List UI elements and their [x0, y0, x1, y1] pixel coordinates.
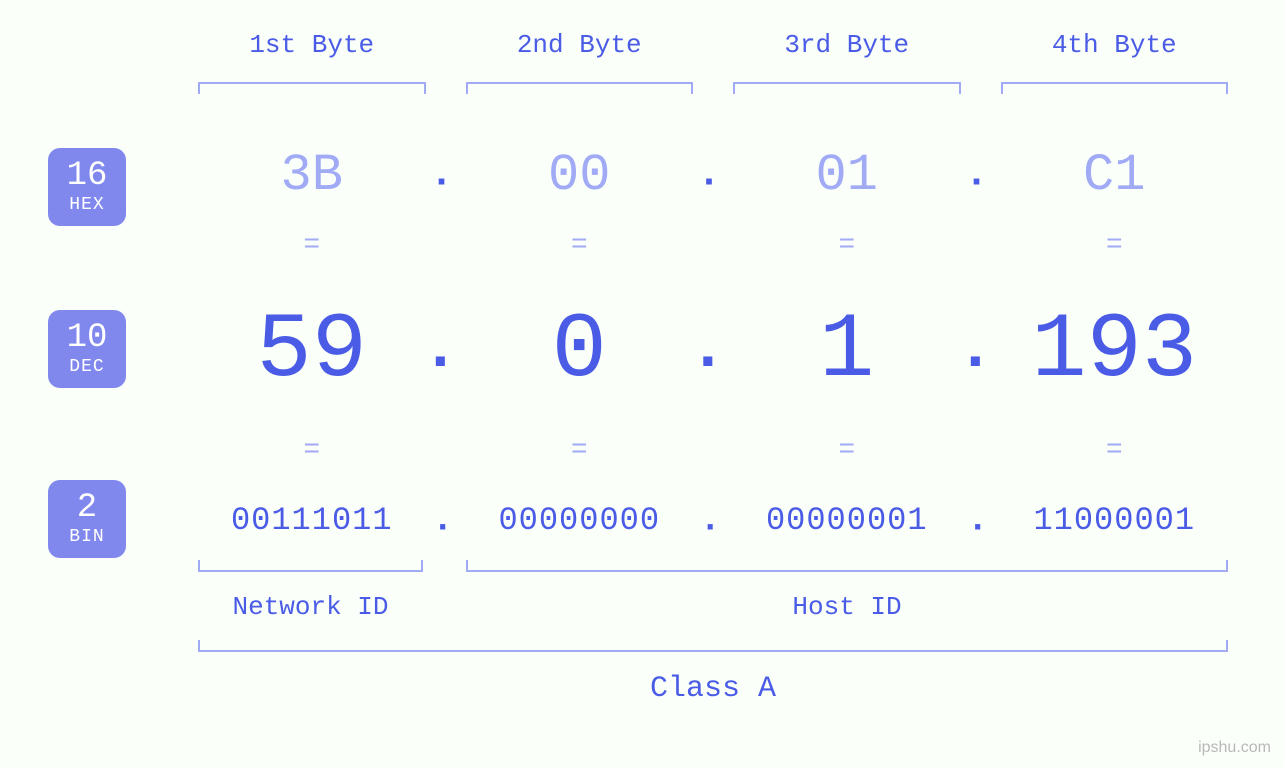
top-bracket-1: [178, 74, 446, 94]
hex-byte-1: 3B .: [178, 146, 446, 205]
equals-2-1: =: [178, 435, 446, 466]
class-bracket: [198, 640, 1228, 660]
dec-value-4: 193: [981, 298, 1249, 403]
bin-row: 00111011 . 00000000 . 00000001 . 1100000…: [178, 490, 1248, 550]
host-bracket: [466, 560, 1228, 580]
top-bracket-2: [446, 74, 714, 94]
equals-row-2: = = = =: [178, 435, 1248, 466]
dec-value-3: 1: [713, 298, 981, 403]
hex-byte-4: C1: [981, 146, 1249, 205]
byte-header-2: 2nd Byte: [446, 30, 714, 60]
equals-1-4: =: [981, 230, 1249, 261]
hex-badge-number: 16: [67, 159, 108, 195]
bin-badge: 2 BIN: [48, 480, 126, 558]
bin-badge-label: BIN: [69, 528, 104, 547]
bin-value-3: 00000001: [713, 502, 981, 539]
equals-row-1: = = = =: [178, 230, 1248, 261]
dec-byte-2: 0 .: [446, 298, 714, 403]
byte-header-4: 4th Byte: [981, 30, 1249, 60]
hex-byte-3: 01 .: [713, 146, 981, 205]
dec-byte-1: 59 .: [178, 298, 446, 403]
hex-byte-2: 00 .: [446, 146, 714, 205]
dec-row: 59 . 0 . 1 . 193: [178, 300, 1248, 400]
hex-row: 3B . 00 . 01 . C1: [178, 140, 1248, 210]
equals-2-3: =: [713, 435, 981, 466]
bin-byte-3: 00000001 .: [713, 502, 981, 539]
bin-value-4: 11000001: [981, 502, 1249, 539]
dec-badge: 10 DEC: [48, 310, 126, 388]
bottom-brackets: [178, 560, 1248, 580]
equals-1-1: =: [178, 230, 446, 261]
hex-value-4: C1: [981, 146, 1249, 205]
network-bracket: [198, 560, 423, 580]
bin-byte-1: 00111011 .: [178, 502, 446, 539]
hex-badge-label: HEX: [69, 196, 104, 215]
dec-byte-3: 1 .: [713, 298, 981, 403]
hex-value-3: 01: [713, 146, 981, 205]
equals-2-4: =: [981, 435, 1249, 466]
byte-headers-row: 1st Byte 2nd Byte 3rd Byte 4th Byte: [178, 30, 1248, 60]
equals-2-2: =: [446, 435, 714, 466]
equals-1-3: =: [713, 230, 981, 261]
network-id-label: Network ID: [198, 592, 423, 622]
watermark: ipshu.com: [1198, 739, 1271, 757]
dec-value-1: 59: [178, 298, 446, 403]
bin-badge-number: 2: [77, 491, 97, 527]
bin-value-2: 00000000: [446, 502, 714, 539]
dec-badge-label: DEC: [69, 358, 104, 377]
dec-byte-4: 193: [981, 298, 1249, 403]
top-bracket-3: [713, 74, 981, 94]
bin-value-1: 00111011: [178, 502, 446, 539]
class-label: Class A: [178, 672, 1248, 706]
bottom-labels: Network ID Host ID: [178, 592, 1248, 622]
byte-header-3: 3rd Byte: [713, 30, 981, 60]
top-brackets: [178, 74, 1248, 94]
hex-value-2: 00: [446, 146, 714, 205]
dec-value-2: 0: [446, 298, 714, 403]
byte-header-1: 1st Byte: [178, 30, 446, 60]
hex-badge: 16 HEX: [48, 148, 126, 226]
hex-value-1: 3B: [178, 146, 446, 205]
dec-badge-number: 10: [67, 321, 108, 357]
top-bracket-4: [981, 74, 1249, 94]
bin-byte-2: 00000000 .: [446, 502, 714, 539]
host-id-label: Host ID: [466, 592, 1228, 622]
bin-byte-4: 11000001: [981, 502, 1249, 539]
equals-1-2: =: [446, 230, 714, 261]
